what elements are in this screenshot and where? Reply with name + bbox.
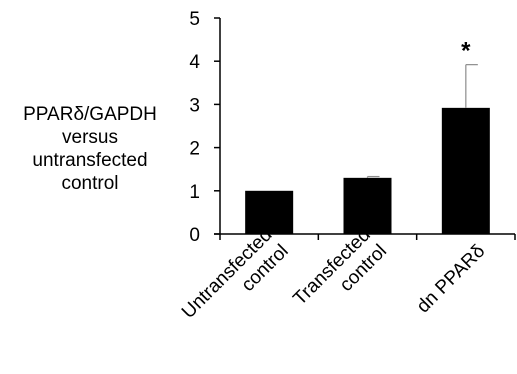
y-axis-label-line: untransfected bbox=[32, 150, 148, 171]
y-tick-label: 2 bbox=[189, 139, 200, 160]
y-tick-label: 1 bbox=[189, 182, 200, 203]
y-tick-label: 3 bbox=[189, 95, 200, 116]
x-tick-label-group: dn PPARδ bbox=[413, 241, 490, 318]
y-axis-label: PPARδ/GAPDH versus untransfected control bbox=[0, 103, 180, 195]
y-tick-label: 0 bbox=[189, 225, 200, 246]
bar bbox=[441, 107, 490, 234]
y-axis-label-line: PPARδ/GAPDH bbox=[23, 104, 157, 125]
y-tick-label: 4 bbox=[189, 52, 200, 73]
significance-marker: * bbox=[461, 38, 471, 65]
y-tick-label: 5 bbox=[189, 9, 200, 30]
bar bbox=[245, 190, 294, 234]
y-axis-label-line: control bbox=[61, 173, 119, 194]
y-axis-label-line: versus bbox=[62, 127, 118, 148]
x-tick-label: dn PPARδ bbox=[413, 241, 490, 318]
bar bbox=[343, 177, 392, 234]
